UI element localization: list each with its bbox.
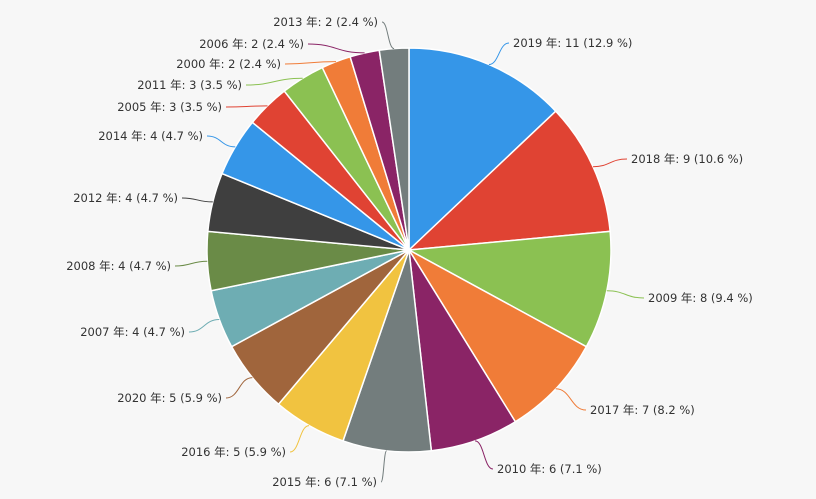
pie-slice[interactable] xyxy=(408,47,557,252)
pie-slice[interactable] xyxy=(406,247,588,423)
pie-slice[interactable] xyxy=(406,230,612,348)
slice-labels: 2019 年: 11 (12.9 %) 2018 年: 9 (10.6 %) 200… xyxy=(66,15,753,489)
slice-label: 2017 年: 7 (8.2 %) xyxy=(590,403,695,417)
label-leader-line xyxy=(245,77,303,86)
label-leader-line xyxy=(206,135,236,148)
label-leader-line xyxy=(606,290,645,299)
slice-label: 2009 年: 8 (9.4 %) xyxy=(648,291,753,305)
slice-label: 2015 年: 6 (7.1 %) xyxy=(272,475,377,489)
slice-label: 2013 年: 2 (2.4 %) xyxy=(273,15,378,29)
slice-label: 2008 年: 4 (4.7 %) xyxy=(66,259,171,273)
label-leader-line xyxy=(289,425,310,453)
slice-label: 2006 年: 2 (2.4 %) xyxy=(199,37,304,51)
label-leader-line xyxy=(488,42,510,65)
label-leader-line xyxy=(555,388,587,411)
slice-label: 2011 年: 3 (3.5 %) xyxy=(137,78,242,92)
slice-label: 2005 年: 3 (3.5 %) xyxy=(117,100,222,114)
label-leader-line xyxy=(381,21,395,50)
label-leader-line xyxy=(225,105,268,108)
slice-label: 2020 年: 5 (5.9 %) xyxy=(117,391,222,405)
label-leader-lines xyxy=(174,21,645,483)
label-leader-line xyxy=(188,319,220,333)
label-leader-line xyxy=(380,450,388,483)
slice-label: 2016 年: 5 (5.9 %) xyxy=(181,445,286,459)
label-leader-line xyxy=(307,43,365,54)
slice-label: 2007 年: 4 (4.7 %) xyxy=(80,325,185,339)
slice-label: 2019 年: 11 (12.9 %) xyxy=(513,36,632,50)
label-leader-line xyxy=(474,440,494,470)
slice-label: 2012 年: 4 (4.7 %) xyxy=(73,191,178,205)
slice-label: 2000 年: 2 (2.4 %) xyxy=(176,57,281,71)
label-leader-line xyxy=(225,377,253,399)
slice-label: 2018 年: 9 (10.6 %) xyxy=(631,152,743,166)
label-leader-line xyxy=(284,61,337,65)
slice-label: 2014 年: 4 (4.7 %) xyxy=(98,129,203,143)
label-leader-line xyxy=(174,260,208,267)
slice-label: 2010 年: 6 (7.1 %) xyxy=(497,462,602,476)
label-leader-line xyxy=(181,197,213,203)
label-leader-line xyxy=(592,158,628,168)
pie-slices xyxy=(206,47,612,453)
